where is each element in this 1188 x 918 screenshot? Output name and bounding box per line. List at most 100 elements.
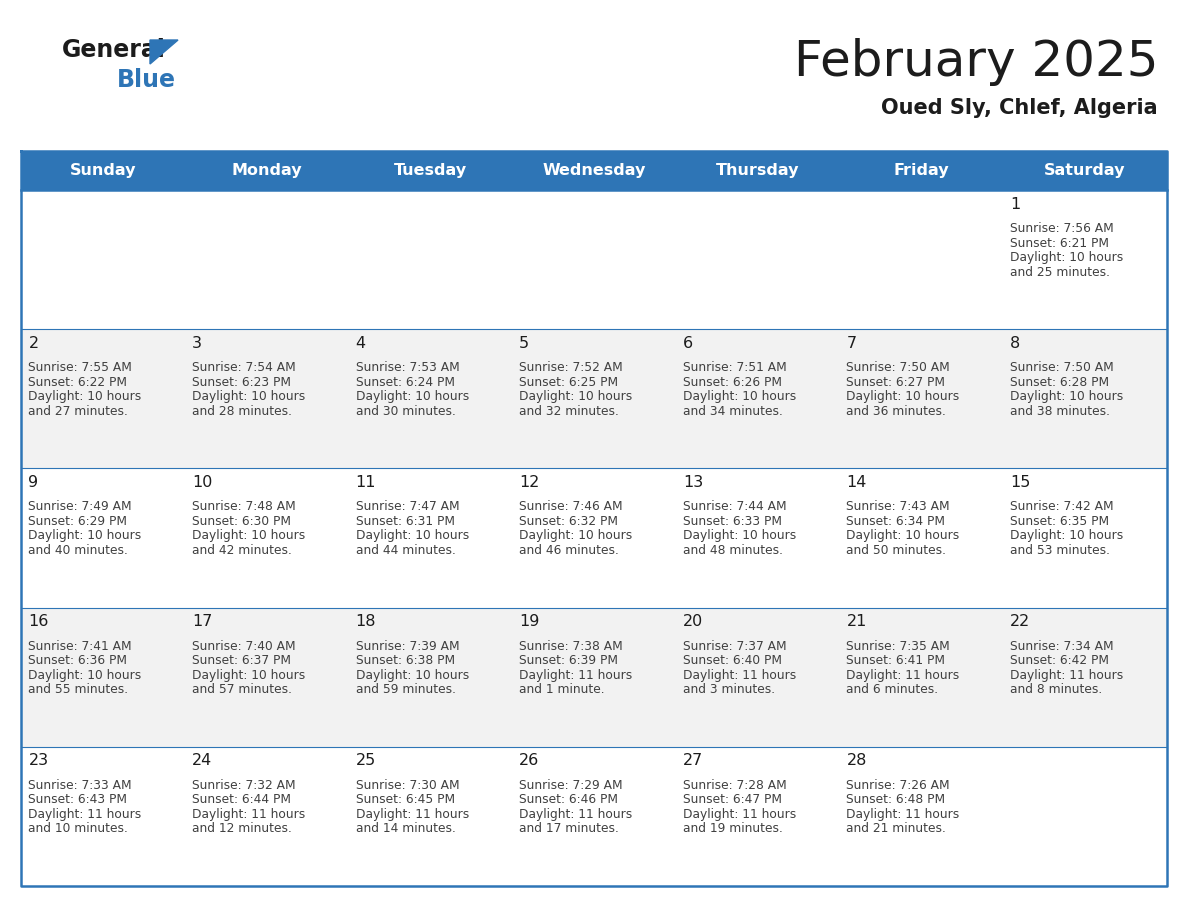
Text: Daylight: 10 hours: Daylight: 10 hours [355,530,469,543]
Text: Sunset: 6:43 PM: Sunset: 6:43 PM [29,793,127,806]
Text: and 36 minutes.: and 36 minutes. [846,405,947,418]
Text: Sunset: 6:25 PM: Sunset: 6:25 PM [519,375,618,388]
Text: and 53 minutes.: and 53 minutes. [1010,543,1110,557]
Text: and 34 minutes.: and 34 minutes. [683,405,783,418]
Text: Sunrise: 7:28 AM: Sunrise: 7:28 AM [683,778,786,791]
Text: and 38 minutes.: and 38 minutes. [1010,405,1110,418]
Text: Sunrise: 7:49 AM: Sunrise: 7:49 AM [29,500,132,513]
Text: Sunrise: 7:48 AM: Sunrise: 7:48 AM [192,500,296,513]
Text: Sunset: 6:33 PM: Sunset: 6:33 PM [683,515,782,528]
Text: Sunrise: 7:33 AM: Sunrise: 7:33 AM [29,778,132,791]
Text: Daylight: 11 hours: Daylight: 11 hours [846,668,960,681]
Text: Sunset: 6:38 PM: Sunset: 6:38 PM [355,654,455,667]
Text: 24: 24 [192,753,213,768]
Text: Sunset: 6:37 PM: Sunset: 6:37 PM [192,654,291,667]
Text: 28: 28 [846,753,867,768]
Text: Sunset: 6:40 PM: Sunset: 6:40 PM [683,654,782,667]
Text: 17: 17 [192,614,213,629]
Text: 6: 6 [683,336,693,351]
Text: 3: 3 [192,336,202,351]
Text: Daylight: 10 hours: Daylight: 10 hours [846,390,960,403]
Text: Daylight: 10 hours: Daylight: 10 hours [1010,530,1124,543]
Text: Sunrise: 7:55 AM: Sunrise: 7:55 AM [29,361,132,375]
Text: Thursday: Thursday [716,163,800,178]
Bar [21,468,1167,608]
Text: Sunset: 6:42 PM: Sunset: 6:42 PM [1010,654,1110,667]
Text: Friday: Friday [893,163,949,178]
Polygon shape [150,40,178,64]
Text: 23: 23 [29,753,49,768]
Text: and 8 minutes.: and 8 minutes. [1010,683,1102,696]
Text: Sunset: 6:34 PM: Sunset: 6:34 PM [846,515,946,528]
Bar [21,151,1167,190]
Text: Sunday: Sunday [70,163,137,178]
Text: Sunrise: 7:44 AM: Sunrise: 7:44 AM [683,500,786,513]
Text: Sunset: 6:22 PM: Sunset: 6:22 PM [29,375,127,388]
Text: Daylight: 11 hours: Daylight: 11 hours [192,808,305,821]
Text: Daylight: 10 hours: Daylight: 10 hours [355,390,469,403]
Text: Sunrise: 7:56 AM: Sunrise: 7:56 AM [1010,222,1114,235]
Text: Daylight: 10 hours: Daylight: 10 hours [1010,390,1124,403]
Text: and 3 minutes.: and 3 minutes. [683,683,775,696]
Text: Daylight: 10 hours: Daylight: 10 hours [683,530,796,543]
Text: Daylight: 10 hours: Daylight: 10 hours [355,668,469,681]
Text: Daylight: 10 hours: Daylight: 10 hours [192,668,305,681]
Text: 4: 4 [355,336,366,351]
Text: and 42 minutes.: and 42 minutes. [192,543,292,557]
Text: Wednesday: Wednesday [542,163,646,178]
Text: Sunrise: 7:50 AM: Sunrise: 7:50 AM [1010,361,1114,375]
Text: Sunrise: 7:26 AM: Sunrise: 7:26 AM [846,778,950,791]
Text: and 57 minutes.: and 57 minutes. [192,683,292,696]
Text: Daylight: 10 hours: Daylight: 10 hours [29,530,141,543]
Text: Sunrise: 7:43 AM: Sunrise: 7:43 AM [846,500,950,513]
Text: Daylight: 10 hours: Daylight: 10 hours [519,390,632,403]
Text: and 1 minute.: and 1 minute. [519,683,605,696]
Text: Daylight: 11 hours: Daylight: 11 hours [519,808,632,821]
Text: Sunrise: 7:35 AM: Sunrise: 7:35 AM [846,640,950,653]
Text: and 32 minutes.: and 32 minutes. [519,405,619,418]
Text: Daylight: 11 hours: Daylight: 11 hours [683,668,796,681]
Text: Sunrise: 7:38 AM: Sunrise: 7:38 AM [519,640,623,653]
Text: 8: 8 [1010,336,1020,351]
Text: 5: 5 [519,336,530,351]
Text: Sunrise: 7:37 AM: Sunrise: 7:37 AM [683,640,786,653]
Text: and 19 minutes.: and 19 minutes. [683,823,783,835]
Text: Sunset: 6:21 PM: Sunset: 6:21 PM [1010,237,1110,250]
Text: Daylight: 11 hours: Daylight: 11 hours [519,668,632,681]
Text: and 14 minutes.: and 14 minutes. [355,823,455,835]
Text: Sunrise: 7:30 AM: Sunrise: 7:30 AM [355,778,460,791]
Text: and 17 minutes.: and 17 minutes. [519,823,619,835]
Text: Daylight: 10 hours: Daylight: 10 hours [192,390,305,403]
Text: Sunrise: 7:40 AM: Sunrise: 7:40 AM [192,640,296,653]
Text: 20: 20 [683,614,703,629]
Text: 10: 10 [192,475,213,490]
Text: and 55 minutes.: and 55 minutes. [29,683,128,696]
Text: Sunrise: 7:53 AM: Sunrise: 7:53 AM [355,361,460,375]
Text: General: General [62,38,166,62]
Text: Sunset: 6:23 PM: Sunset: 6:23 PM [192,375,291,388]
Text: February 2025: February 2025 [794,38,1158,86]
Text: Daylight: 10 hours: Daylight: 10 hours [683,390,796,403]
Text: Sunset: 6:27 PM: Sunset: 6:27 PM [846,375,946,388]
Text: Monday: Monday [232,163,302,178]
Text: and 27 minutes.: and 27 minutes. [29,405,128,418]
Text: and 48 minutes.: and 48 minutes. [683,543,783,557]
Text: 25: 25 [355,753,375,768]
Text: 18: 18 [355,614,377,629]
Text: 12: 12 [519,475,539,490]
Text: and 21 minutes.: and 21 minutes. [846,823,947,835]
Text: Tuesday: Tuesday [394,163,467,178]
Text: Sunrise: 7:46 AM: Sunrise: 7:46 AM [519,500,623,513]
Text: 27: 27 [683,753,703,768]
Bar [21,190,1167,330]
Text: and 6 minutes.: and 6 minutes. [846,683,939,696]
Text: Saturday: Saturday [1044,163,1125,178]
Text: 19: 19 [519,614,539,629]
Text: 21: 21 [846,614,867,629]
Text: Daylight: 11 hours: Daylight: 11 hours [846,808,960,821]
Text: Sunrise: 7:34 AM: Sunrise: 7:34 AM [1010,640,1113,653]
Text: Daylight: 11 hours: Daylight: 11 hours [29,808,141,821]
Text: 26: 26 [519,753,539,768]
Text: Sunset: 6:36 PM: Sunset: 6:36 PM [29,654,127,667]
Text: Sunset: 6:45 PM: Sunset: 6:45 PM [355,793,455,806]
